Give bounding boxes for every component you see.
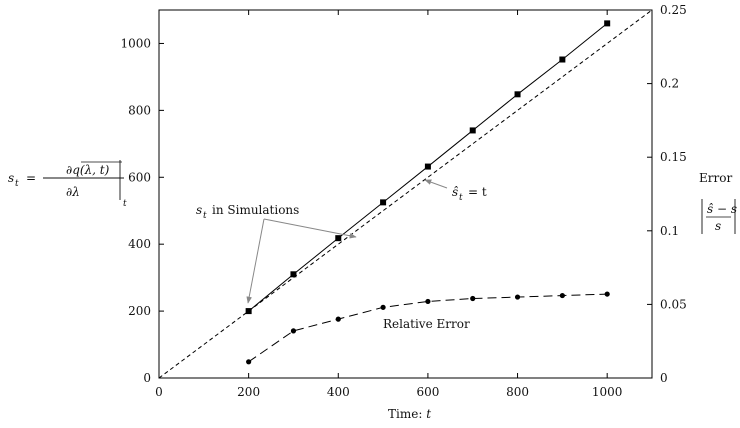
relative-error-point <box>425 298 431 305</box>
svg-text:t: t <box>15 179 19 189</box>
svg-text:t: t <box>123 199 127 209</box>
svg-text:s: s <box>715 219 721 233</box>
shat-arrow <box>424 179 448 189</box>
svg-text:t: t <box>459 193 463 203</box>
svg-text:=: = <box>26 171 36 185</box>
relative-error-point <box>380 304 386 310</box>
y-axis-label: s t = ∂q(λ, t) ∂λ t <box>8 160 127 209</box>
sim-point <box>424 163 431 170</box>
plot-frame <box>158 9 653 379</box>
y-tick-label: 400 <box>128 237 151 251</box>
y-tick-label: 600 <box>128 170 151 184</box>
svg-text:t: t <box>203 211 207 221</box>
sim-point <box>604 20 611 27</box>
y-tick-label: 0 <box>143 371 151 385</box>
series-line-relative-error <box>248 293 608 363</box>
relative-error-point <box>470 295 476 302</box>
y2-tick-label: 0.25 <box>660 3 687 17</box>
sim-point <box>335 235 342 242</box>
y2-tick-label: 0.15 <box>660 150 687 164</box>
axis-ticks: 0 200 400 600 800 1000 0 200 400 600 800 1000 0 0.05 0… <box>120 3 686 399</box>
sim-annotation: s t in Simulations <box>196 203 357 304</box>
y2-axis-label: Error ŝ − s s <box>699 171 737 234</box>
y2-tick-label: 0 <box>660 371 668 385</box>
svg-text:ŝ − s: ŝ − s <box>707 202 737 216</box>
sim-point <box>469 127 476 134</box>
sim-point <box>559 56 566 63</box>
y2-tick-label: 0.2 <box>660 77 679 91</box>
y2-tick-label: 0.05 <box>660 297 687 311</box>
sim-point <box>380 199 387 206</box>
y-tick-label: 200 <box>128 304 151 318</box>
svg-text:s: s <box>196 203 202 217</box>
x-tick-label: 0 <box>155 385 163 399</box>
svg-text:ŝ: ŝ <box>452 185 458 199</box>
y-tick-label: 800 <box>128 103 151 117</box>
sim-arrow-2 <box>263 218 357 239</box>
sim-point <box>245 308 252 315</box>
y-label-denominator: ∂λ <box>66 185 80 199</box>
relative-error-point <box>559 292 565 299</box>
series-line-shat <box>158 9 653 379</box>
y2-tick-label: 0.1 <box>660 224 679 238</box>
y-tick-label: 1000 <box>120 36 151 50</box>
shat-annotation-text: = t <box>468 185 487 199</box>
relative-error-point <box>514 294 521 300</box>
series-layer <box>158 9 653 379</box>
x-tick-label: 600 <box>416 385 439 399</box>
error-word: Error <box>699 171 732 185</box>
x-tick-label: 200 <box>237 385 260 399</box>
sim-annotation-text: in Simulations <box>212 203 299 217</box>
x-tick-label: 400 <box>327 385 350 399</box>
sim-point <box>290 271 297 278</box>
relative-error-point <box>246 359 252 365</box>
x-axis-label: Time: t <box>388 407 431 421</box>
sim-point <box>514 91 521 98</box>
relative-error-point <box>290 328 297 334</box>
sim-arrow-1 <box>246 218 265 304</box>
relative-error-point <box>604 291 610 297</box>
relative-error-label: Relative Error <box>383 317 470 331</box>
y-label-numerator: ∂q(λ, t) <box>66 163 110 177</box>
svg-text:s: s <box>8 171 14 185</box>
x-tick-label: 1000 <box>592 385 623 399</box>
shat-annotation: ŝ t = t <box>424 179 487 203</box>
relative-error-point <box>335 316 341 322</box>
x-tick-label: 800 <box>506 385 529 399</box>
